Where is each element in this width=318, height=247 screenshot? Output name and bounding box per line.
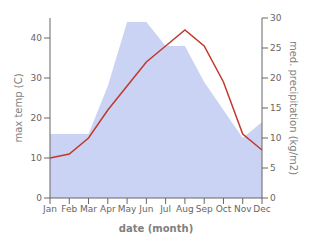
svg-text:May: May <box>118 204 137 214</box>
svg-text:30: 30 <box>270 13 282 23</box>
svg-text:25: 25 <box>270 43 281 53</box>
svg-text:Feb: Feb <box>61 204 77 214</box>
svg-text:date (month): date (month) <box>119 223 193 234</box>
svg-text:30: 30 <box>31 73 43 83</box>
svg-text:Dec: Dec <box>253 204 270 214</box>
svg-text:Oct: Oct <box>216 204 232 214</box>
svg-text:Aug: Aug <box>176 204 194 214</box>
svg-text:10: 10 <box>31 153 43 163</box>
svg-text:Jul: Jul <box>159 204 171 214</box>
svg-text:5: 5 <box>270 163 276 173</box>
svg-text:Jan: Jan <box>42 204 57 214</box>
svg-text:0: 0 <box>36 193 42 203</box>
svg-text:Sep: Sep <box>196 204 213 214</box>
svg-text:20: 20 <box>31 113 43 123</box>
svg-text:Apr: Apr <box>100 204 116 214</box>
svg-text:10: 10 <box>270 133 282 143</box>
svg-text:Mar: Mar <box>80 204 97 214</box>
svg-text:15: 15 <box>270 103 281 113</box>
svg-text:40: 40 <box>31 33 43 43</box>
svg-text:max temp (C): max temp (C) <box>13 73 24 142</box>
svg-text:0: 0 <box>270 193 276 203</box>
svg-text:Jun: Jun <box>138 204 153 214</box>
svg-text:Nov: Nov <box>234 204 252 214</box>
svg-text:med. precipitation (kg/m2): med. precipitation (kg/m2) <box>288 41 299 175</box>
svg-text:20: 20 <box>270 73 282 83</box>
